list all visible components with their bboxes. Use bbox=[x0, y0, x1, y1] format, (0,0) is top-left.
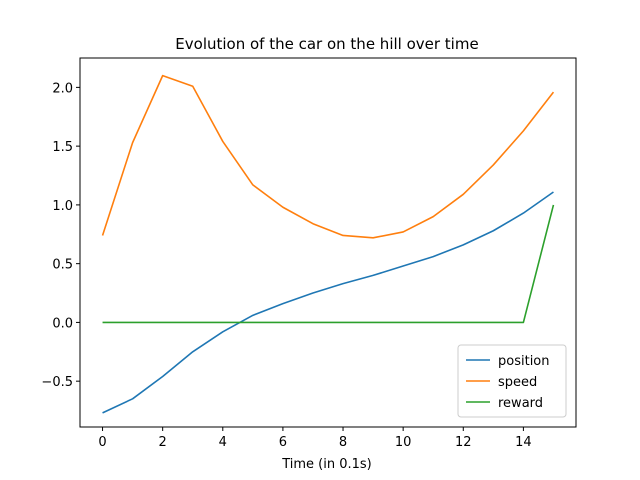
plot-marks bbox=[101, 74, 555, 414]
series-line-position bbox=[102, 191, 554, 414]
x-tick-label: 4 bbox=[219, 435, 227, 450]
series-line-speed bbox=[101, 74, 555, 239]
y-tick-label: 0.5 bbox=[52, 258, 73, 273]
legend-label-reward: reward bbox=[498, 396, 543, 411]
legend-box bbox=[457, 344, 567, 418]
legend-label-position: position bbox=[498, 354, 550, 369]
series-line-reward bbox=[102, 204, 555, 324]
y-tick-label: 0.0 bbox=[52, 316, 73, 331]
y-tick-label: 1.0 bbox=[52, 199, 73, 214]
x-axis: 0 2 4 6 8 10 12 14 bbox=[98, 427, 532, 450]
x-tick-label: 14 bbox=[515, 435, 532, 450]
x-tick-label: 12 bbox=[455, 435, 472, 450]
y-tick-label: 1.5 bbox=[52, 140, 73, 155]
x-tick-label: 8 bbox=[339, 435, 347, 450]
x-tick-label: 2 bbox=[159, 435, 167, 450]
x-tick-label: 10 bbox=[395, 435, 412, 450]
x-tick-label: 6 bbox=[279, 435, 287, 450]
legend: position speed reward bbox=[457, 344, 567, 418]
legend-label-speed: speed bbox=[498, 375, 537, 390]
x-axis-label: Time (in 0.1s) bbox=[281, 457, 372, 472]
plot-frame bbox=[79, 57, 577, 428]
y-axis: −0.5 0.0 0.5 1.0 1.5 2.0 bbox=[41, 81, 80, 390]
y-tick-label: −0.5 bbox=[41, 375, 73, 390]
x-tick-label: 0 bbox=[98, 435, 106, 450]
chart-title: Evolution of the car on the hill over ti… bbox=[175, 35, 478, 53]
y-tick-label: 2.0 bbox=[52, 81, 73, 96]
